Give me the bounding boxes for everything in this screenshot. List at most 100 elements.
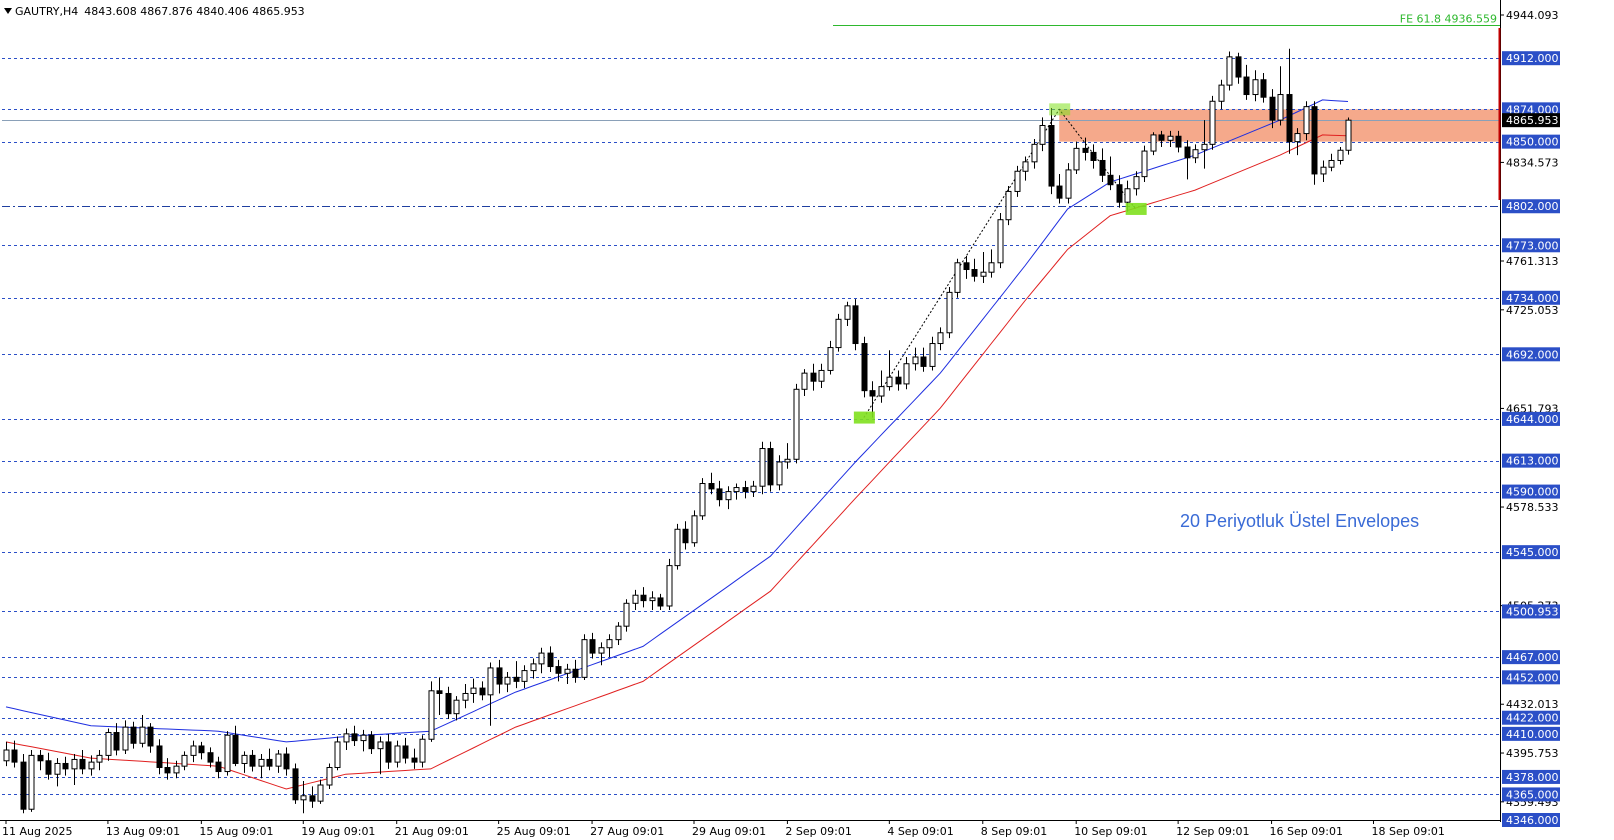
candle: [1090, 144, 1097, 169]
candle-body-bull: [750, 485, 757, 493]
level-price-label: 4734.000: [1506, 292, 1559, 305]
x-tick-label: 2 Sep 09:01: [785, 825, 851, 838]
candle-body-bull: [521, 670, 528, 682]
candle: [105, 728, 112, 761]
candle-body-bull: [1303, 106, 1310, 135]
candle-body-bull: [139, 726, 146, 744]
candle: [699, 478, 706, 520]
candle: [615, 622, 622, 646]
candle-body-bear: [1269, 96, 1276, 121]
x-tick-label: 18 Sep 09:01: [1371, 825, 1444, 838]
level-price-label: 4545.000: [1506, 546, 1559, 559]
candle-body-bull: [1141, 150, 1148, 178]
candle-body-bear: [292, 768, 299, 801]
candle: [581, 634, 588, 681]
candle: [920, 347, 927, 372]
candle-body-bear: [869, 390, 876, 397]
candle-body-bull: [300, 795, 307, 801]
candle: [776, 455, 783, 491]
x-tick-label: 8 Sep 09:01: [981, 825, 1047, 838]
candle: [1099, 148, 1106, 183]
candle-body-bear: [37, 754, 44, 762]
candle: [708, 472, 715, 495]
candle: [1133, 171, 1140, 196]
level-price-label: 4346.000: [1506, 814, 1559, 827]
x-tick-label: 15 Aug 09:01: [199, 825, 273, 838]
candle-body-bear: [266, 758, 273, 767]
candle-body-bear: [309, 795, 316, 802]
chart-header: GAUTRY,H4 4843.608 4867.876 4840.406 4865…: [4, 5, 311, 18]
candle-body-bear: [920, 356, 927, 367]
candle: [742, 480, 749, 499]
candle-body-bull: [462, 692, 469, 701]
candle: [623, 599, 630, 632]
candle: [190, 740, 197, 763]
candle: [547, 646, 554, 672]
candle-body-bear: [198, 745, 205, 754]
candle-body-bull: [691, 515, 698, 544]
collapse-triangle-icon[interactable]: [4, 8, 12, 14]
level-price-box: [1502, 238, 1560, 253]
candle: [1175, 130, 1182, 153]
candle: [640, 587, 647, 608]
candle-body-bull: [793, 388, 800, 460]
candle: [479, 681, 486, 701]
level-price-box: [1502, 411, 1560, 426]
candle: [801, 369, 808, 397]
candle: [419, 735, 426, 768]
candle-body-bull: [674, 528, 681, 567]
candle-body-bear: [156, 745, 163, 769]
candle: [368, 731, 375, 755]
symbol-label: GAUTRY,H4: [15, 5, 79, 18]
level-price-box: [1502, 347, 1560, 362]
x-tick-label: 29 Aug 09:01: [692, 825, 766, 838]
candle: [394, 740, 401, 768]
candle-body-bull: [632, 594, 639, 604]
candle: [725, 486, 732, 510]
candle: [818, 363, 825, 388]
candle-body-bear: [1175, 135, 1182, 148]
candle-body-bull: [181, 754, 188, 767]
candle: [861, 336, 868, 398]
candle-body-bull: [241, 754, 248, 764]
level-price-label: 4802.000: [1506, 200, 1559, 213]
candle: [300, 780, 307, 814]
candle-body-bull: [3, 749, 10, 762]
candle-body-bull: [1014, 170, 1021, 192]
candle-body-bear: [351, 733, 358, 742]
envelope-upper-line: [5, 99, 1349, 743]
candle: [1294, 128, 1301, 156]
candle-body-bull: [649, 597, 656, 602]
candle-body-bull: [733, 487, 740, 493]
candle: [810, 363, 817, 391]
candle: [1048, 107, 1055, 195]
candle: [351, 725, 358, 746]
candle: [266, 748, 273, 771]
candle: [1328, 153, 1335, 172]
candle-body-bear: [555, 666, 562, 674]
level-price-box: [1502, 726, 1560, 741]
level-price-box: [1502, 199, 1560, 214]
candle: [954, 258, 961, 298]
candle-body-bull: [776, 461, 783, 486]
candle: [1039, 117, 1046, 152]
level-price-label: 4773.000: [1506, 239, 1559, 252]
candle-body-bull: [96, 754, 103, 763]
x-tick-label: 4 Sep 09:01: [887, 825, 953, 838]
candle: [360, 729, 367, 752]
candle-body-bear: [657, 597, 664, 607]
candle: [878, 370, 885, 403]
candle-body-bear: [1082, 147, 1089, 153]
candle: [895, 370, 902, 391]
candle-body-bull: [173, 765, 180, 774]
candle-body-bear: [249, 754, 256, 767]
candle-body-bull: [343, 733, 350, 743]
candle: [37, 750, 44, 771]
candle: [275, 750, 282, 773]
candle: [513, 661, 520, 689]
candle-body-bear: [20, 761, 27, 810]
candle: [198, 741, 205, 760]
candle: [334, 736, 341, 771]
candle-body-bull: [487, 667, 494, 696]
